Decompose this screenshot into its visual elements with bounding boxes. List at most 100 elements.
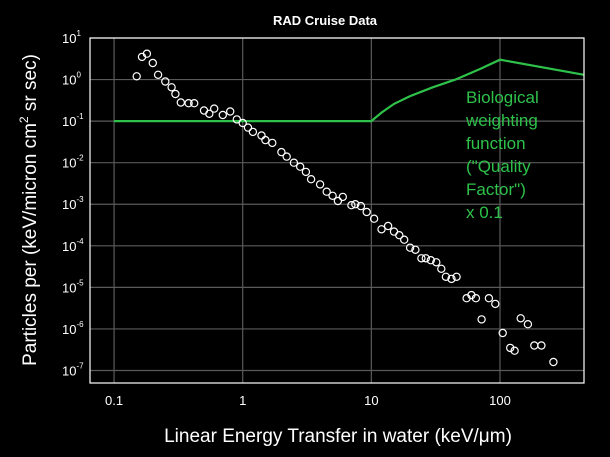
data-point [328, 191, 337, 200]
data-point [362, 207, 371, 217]
data-point [437, 264, 446, 273]
data-point [306, 174, 316, 184]
data-point [243, 123, 253, 132]
y-tick-exponent: -7 [76, 361, 84, 370]
y-tick-exponent: -6 [76, 320, 84, 329]
y-tick-label: 10-7 [62, 361, 84, 378]
y-tick-base: 10 [62, 31, 76, 46]
data-point [389, 227, 399, 236]
data-point [506, 343, 515, 353]
y-axis-label-part: 2 [17, 116, 31, 123]
quality-factor-annotation: Biological weighting function ("Quality Fact… [465, 88, 539, 222]
data-point [301, 167, 311, 177]
data-point [426, 256, 435, 265]
data-point [549, 357, 558, 367]
data-point [530, 341, 539, 350]
annotation-line: Factor") [466, 180, 526, 199]
data-point [377, 225, 386, 234]
y-axis-label-part: Particles per (keV/micron cm [20, 123, 41, 366]
data-point [471, 294, 481, 303]
y-tick-label: 10-3 [62, 195, 84, 212]
x-tick-label: 0.1 [105, 393, 123, 408]
y-tick-exponent: 1 [76, 29, 81, 38]
y-tick-base: 10 [62, 239, 76, 254]
data-point [209, 104, 219, 113]
data-point [452, 272, 461, 281]
data-point [277, 147, 286, 157]
data-point [498, 328, 507, 338]
data-point [411, 245, 420, 254]
data-point [238, 118, 247, 128]
data-point [171, 89, 180, 99]
y-tick-exponent: -5 [76, 278, 84, 287]
y-tick-base: 10 [62, 73, 76, 88]
y-axis-label-part: sr sec) [20, 54, 41, 116]
data-point [395, 230, 404, 240]
annotation-line: x 0.1 [466, 203, 503, 222]
y-tick-exponent: -3 [76, 195, 84, 204]
y-tick-base: 10 [62, 322, 76, 337]
x-tick-label: 1 [239, 393, 246, 408]
data-point [268, 138, 277, 148]
data-point [176, 98, 185, 107]
data-point [167, 83, 176, 92]
y-tick-base: 10 [62, 363, 76, 378]
data-point [289, 158, 299, 167]
annotation-line: function [466, 134, 526, 153]
y-tick-exponent: 0 [76, 71, 81, 80]
x-tick-label: 10 [364, 393, 378, 408]
data-point [333, 196, 343, 206]
y-tick-exponent: -2 [76, 154, 84, 163]
data-point [153, 70, 163, 80]
data-point [322, 187, 331, 196]
data-point [218, 110, 227, 120]
data-point [205, 109, 214, 119]
data-point [405, 243, 415, 252]
x-tick-label: 100 [489, 393, 511, 408]
data-point [232, 115, 241, 124]
x-axis-label: Linear Energy Transfer in water (keV/μm) [164, 426, 512, 447]
data-point [484, 294, 494, 303]
data-point [417, 254, 426, 263]
annotation-line: ("Quality [466, 157, 531, 176]
data-point [432, 258, 441, 267]
y-tick-base: 10 [62, 156, 76, 171]
data-point [282, 152, 291, 161]
data-point [148, 58, 157, 68]
data-point [369, 214, 379, 223]
data-point [248, 127, 258, 137]
data-point [199, 106, 209, 115]
data-point [356, 201, 366, 211]
data-point [184, 98, 193, 108]
y-tick-label: 100 [62, 71, 81, 88]
y-tick-base: 10 [62, 280, 76, 295]
y-tick-label: 10-5 [62, 278, 84, 295]
data-point [189, 98, 199, 108]
data-point [351, 199, 360, 209]
data-point [261, 135, 270, 145]
y-tick-label: 10-1 [62, 112, 84, 129]
y-tick-base: 10 [62, 114, 76, 129]
y-tick-exponent: -4 [76, 237, 84, 246]
data-point [338, 192, 347, 202]
data-point [447, 274, 456, 284]
data-points [132, 49, 558, 367]
y-tick-label: 10-2 [62, 154, 84, 171]
y-axis-label: Particles per (keV/micron cm2 sr sec) [17, 54, 41, 366]
y-tick-base: 10 [62, 197, 76, 212]
data-point [400, 235, 409, 244]
data-point [347, 200, 356, 210]
data-point [161, 77, 170, 86]
weighting-curve-group [114, 58, 585, 123]
data-point [516, 314, 525, 323]
data-point [491, 299, 500, 309]
data-point [142, 49, 152, 58]
chart-title: RAD Cruise Data [273, 13, 378, 28]
data-point [132, 72, 141, 81]
annotation-line: Biological [466, 88, 539, 107]
data-point [523, 320, 533, 329]
weighting-curve [114, 58, 585, 123]
plot-frame [89, 37, 585, 384]
